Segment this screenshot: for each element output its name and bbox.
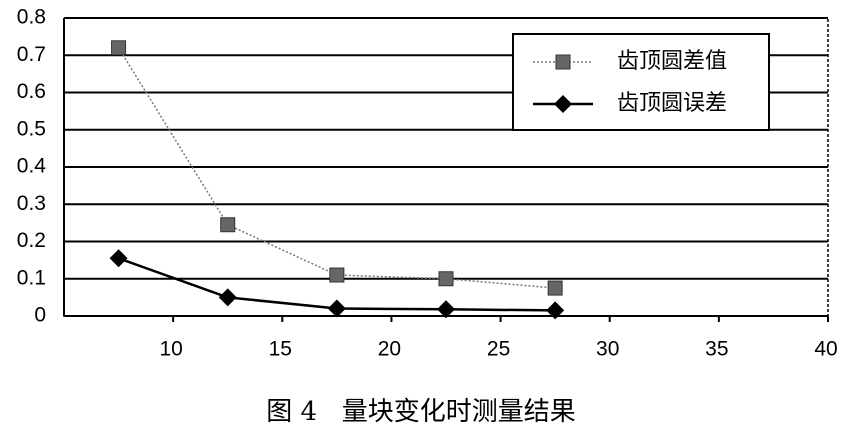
square-marker bbox=[220, 217, 236, 233]
x-tick-label: 20 bbox=[378, 338, 401, 361]
legend-label: 齿顶圆误差 bbox=[617, 91, 727, 116]
y-tick-label: 0.1 bbox=[17, 266, 46, 289]
diamond-marker bbox=[109, 249, 128, 268]
y-tick-label: 0.5 bbox=[17, 117, 46, 140]
legend-label: 齿顶圆差值 bbox=[617, 49, 727, 74]
y-tick-label: 0.2 bbox=[17, 229, 46, 252]
legend-marker bbox=[554, 95, 572, 113]
caption: 图 4 量块变化时测量结果 bbox=[266, 397, 576, 427]
legend-marker bbox=[555, 54, 571, 70]
legend-box bbox=[512, 33, 770, 131]
y-tick-label: 0.3 bbox=[17, 192, 46, 215]
y-tick-label: 0.4 bbox=[17, 155, 47, 178]
diamond-marker bbox=[218, 288, 237, 307]
y-tick-label: 0 bbox=[34, 304, 46, 327]
x-tick-label: 30 bbox=[596, 338, 619, 361]
y-tick-label: 0.7 bbox=[17, 43, 46, 66]
x-tick-label: 40 bbox=[814, 338, 837, 361]
square-marker bbox=[329, 267, 345, 283]
y-tick-label: 0.6 bbox=[17, 80, 46, 103]
x-tick-label: 25 bbox=[487, 338, 510, 361]
x-tick-label: 35 bbox=[705, 338, 728, 361]
diamond-marker bbox=[546, 301, 565, 320]
square-marker bbox=[438, 271, 454, 287]
x-tick-label: 15 bbox=[269, 338, 292, 361]
diamond-marker bbox=[437, 300, 455, 319]
square-marker bbox=[111, 40, 127, 56]
diamond-marker bbox=[327, 299, 346, 318]
y-tick-label: 0.8 bbox=[17, 6, 46, 29]
square-marker bbox=[547, 280, 563, 296]
x-tick-label: 10 bbox=[159, 338, 182, 361]
